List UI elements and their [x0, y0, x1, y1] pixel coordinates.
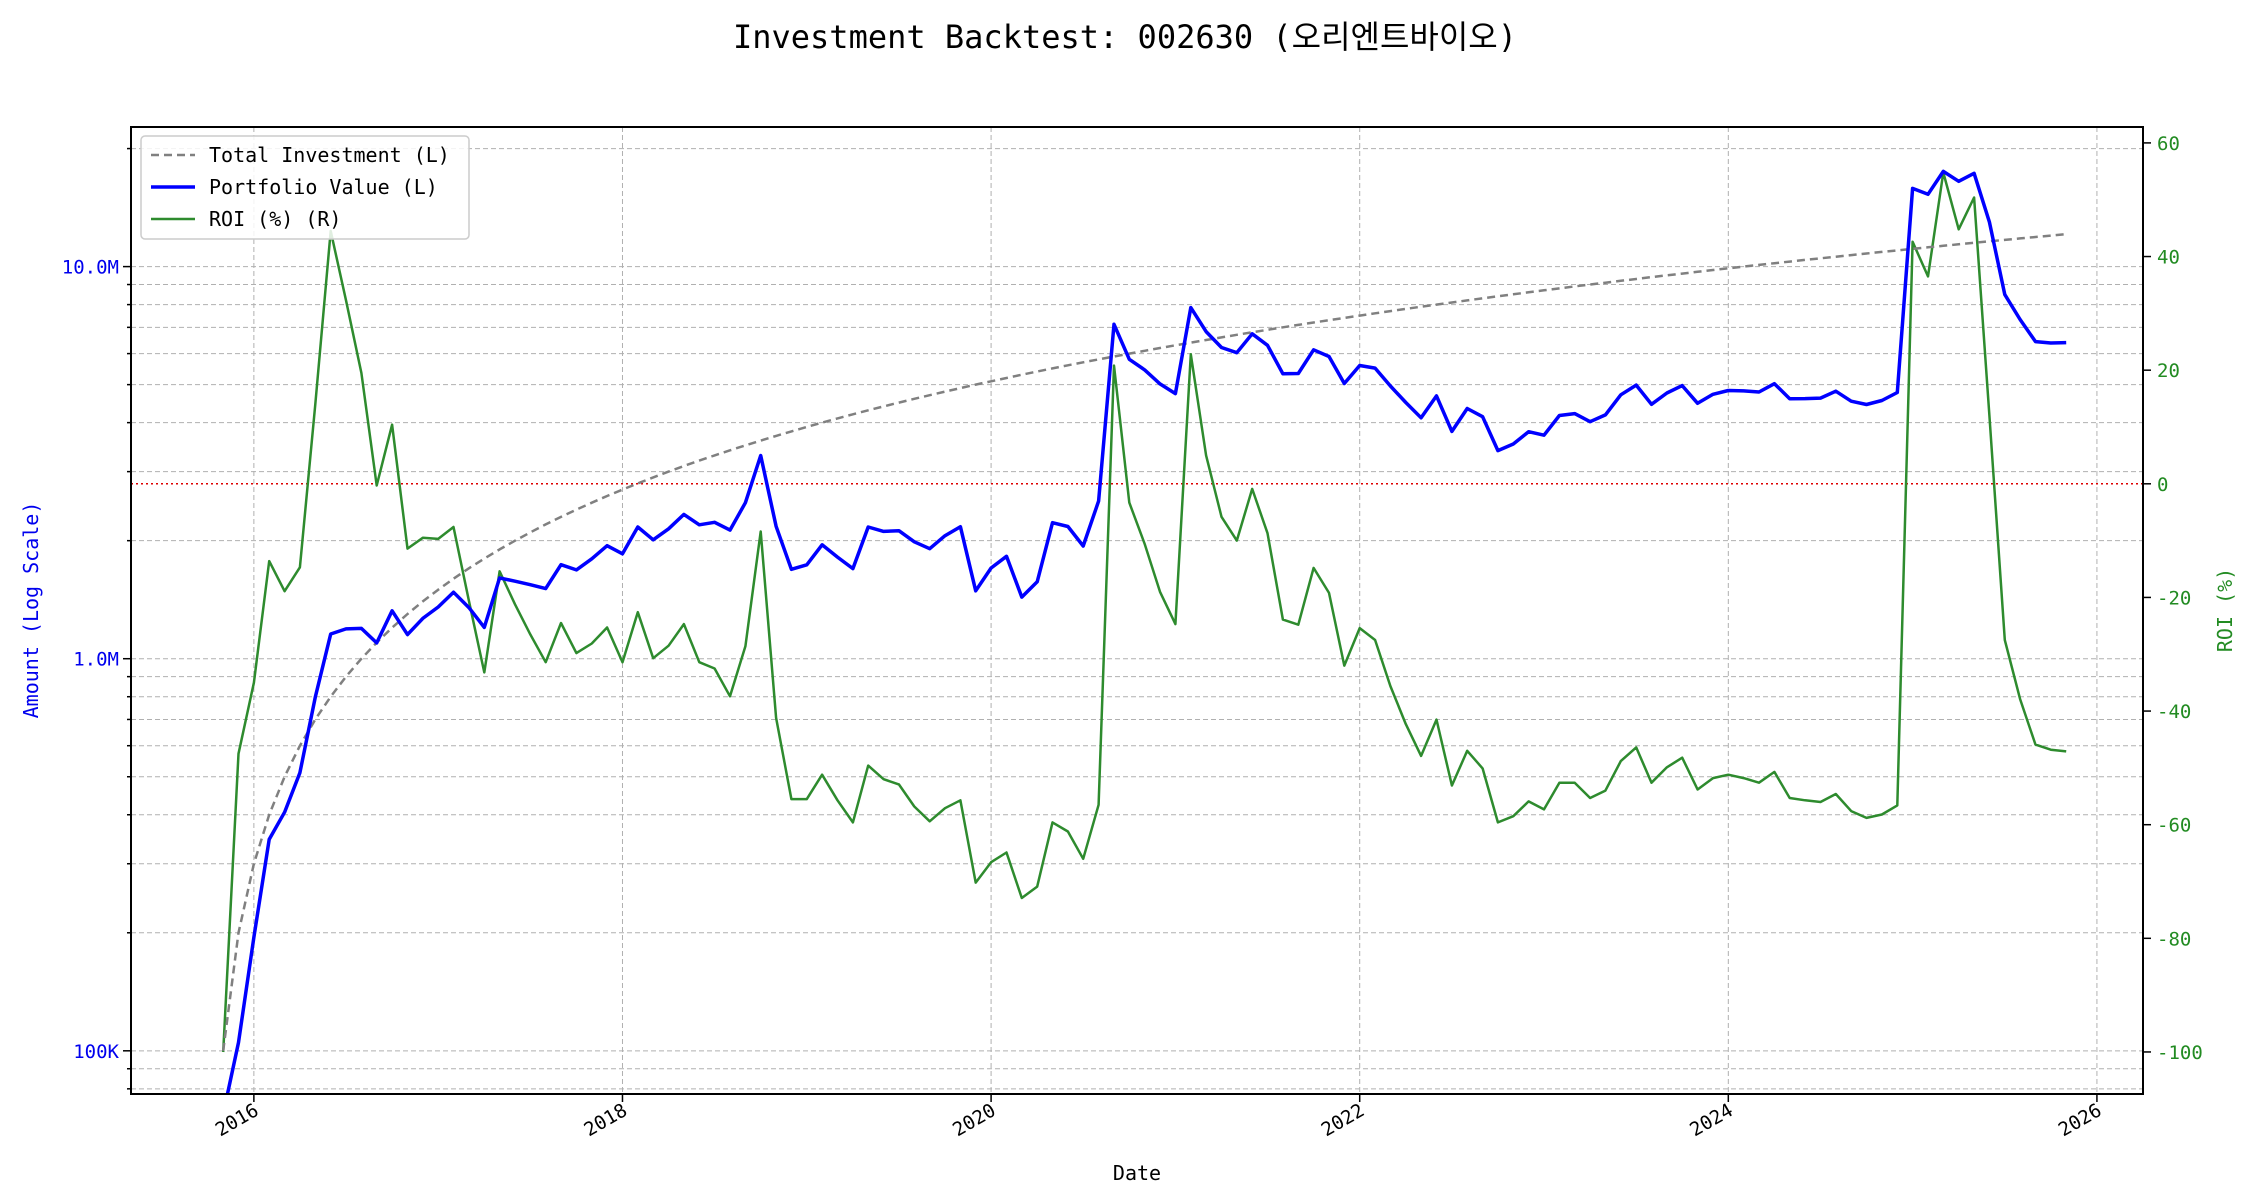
y-right-tick-label: -100 — [2157, 1042, 2203, 1064]
y-right-tick-label: 60 — [2157, 133, 2180, 155]
series-line-investment — [221, 232, 2067, 1051]
y-right-tick-label: -40 — [2157, 701, 2191, 723]
y-left-tick-label: 10.0M — [62, 257, 119, 279]
legend-box — [140, 135, 470, 240]
x-tick-label: 2020 — [949, 1099, 1000, 1141]
series-line-roi — [221, 171, 2067, 1053]
plot-marks — [131, 169, 2143, 1094]
y-left-tick-label: 100K — [73, 1041, 119, 1063]
x-tick-label: 2024 — [1686, 1099, 1737, 1141]
plot-frame — [130, 126, 2144, 1095]
y-right-tick-label: -60 — [2157, 815, 2191, 837]
x-tick-label: 2016 — [212, 1099, 263, 1141]
series-investment — [221, 232, 2067, 1051]
y-left-tick-label: 1.0M — [73, 649, 119, 671]
y-right-tick-label: 20 — [2157, 360, 2180, 382]
series-line-portfolio — [225, 169, 2067, 1094]
y-right-tick-label: -20 — [2157, 587, 2191, 609]
series-roi — [221, 171, 2067, 1053]
y-right-tick-label: 0 — [2157, 474, 2168, 496]
legend-label-portfolio: Portfolio Value (L) — [209, 175, 438, 199]
legend-label-investment: Total Investment (L) — [209, 143, 450, 167]
y-right-tick-label: 40 — [2157, 247, 2180, 269]
y-left-axis-label: Amount (Log Scale) — [19, 502, 43, 719]
legend-label-roi: ROI (%) (R) — [209, 207, 341, 231]
series-portfolio — [225, 169, 2067, 1094]
grid — [131, 127, 2143, 1094]
x-axis-label: Date — [1113, 1161, 1161, 1185]
y-right-tick-label: -80 — [2157, 928, 2191, 950]
x-tick-label: 2018 — [580, 1099, 631, 1141]
chart-title: Investment Backtest: 002630 (오리엔트바이오) — [733, 18, 1517, 56]
y-right-axis-label: ROI (%) — [2213, 568, 2237, 652]
legend: Total Investment (L) Portfolio Value (L)… — [140, 135, 470, 240]
x-tick-label: 2026 — [2055, 1099, 2106, 1141]
x-tick-label: 2022 — [1318, 1099, 1369, 1141]
